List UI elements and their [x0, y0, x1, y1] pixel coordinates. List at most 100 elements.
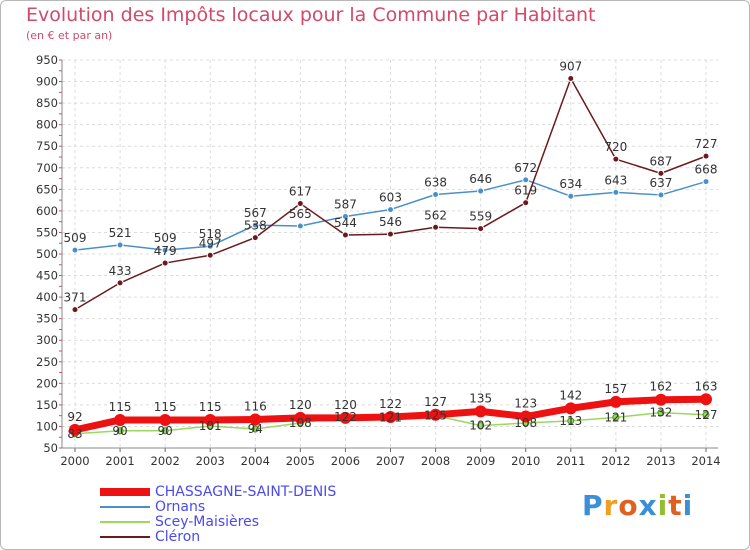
data-label-chassagne-saint-denis: 162 [649, 380, 672, 394]
x-tick-label: 2003 [196, 454, 225, 468]
data-label-ornans: 643 [604, 173, 627, 187]
legend-label-chassagne: CHASSAGNE-SAINT-DENIS [155, 484, 337, 500]
x-tick-label: 2009 [466, 454, 495, 468]
logo-letter: r [603, 489, 619, 522]
data-point-ornans [387, 206, 394, 214]
logo-letter: t [668, 489, 683, 522]
data-label-ornans: 565 [289, 207, 312, 221]
y-tick-label: 550 [36, 225, 58, 239]
x-tick-label: 2006 [331, 454, 360, 468]
data-point-ornans [206, 242, 214, 250]
y-tick-label: 200 [36, 376, 58, 390]
logo-letter: x [638, 489, 658, 522]
data-label-ornans: 603 [379, 191, 402, 205]
data-label-chassagne-saint-denis: 127 [424, 395, 447, 409]
data-label-chassagne-saint-denis: 120 [289, 398, 312, 412]
data-point-chassagne-saint-denis [429, 408, 442, 421]
data-point-chassagne-saint-denis [609, 395, 622, 408]
data-point-scey-maisieres [116, 427, 124, 435]
data-label-ornans: 518 [199, 227, 222, 241]
logo-letter: i [682, 489, 694, 522]
data-point-ornans [71, 246, 79, 254]
y-tick-label: 500 [36, 247, 58, 261]
data-label-cleron: 559 [469, 210, 492, 224]
data-label-cleron: 562 [424, 208, 447, 222]
data-point-ornans [432, 191, 440, 199]
data-point-ornans [296, 222, 304, 230]
data-label-scey-maisieres: 108 [289, 416, 312, 430]
data-point-cleron [702, 152, 710, 160]
x-tick-label: 2010 [511, 454, 540, 468]
data-label-chassagne-saint-denis: 120 [334, 398, 357, 412]
x-tick-label: 2008 [421, 454, 450, 468]
chart-title: Evolution des Impôts locaux pour la Comm… [26, 4, 596, 26]
data-point-scey-maisieres [161, 427, 169, 435]
data-label-cleron: 687 [649, 154, 672, 168]
y-tick-label: 650 [36, 182, 58, 196]
data-label-cleron: 907 [559, 60, 582, 74]
data-point-chassagne-saint-denis [69, 423, 81, 436]
y-tick-label: 600 [36, 204, 58, 218]
data-label-scey-maisieres: 83 [67, 427, 82, 441]
x-tick-label: 2014 [691, 454, 720, 468]
data-point-scey-maisieres [702, 411, 710, 419]
data-label-scey-maisieres: 108 [514, 416, 537, 430]
data-point-cleron [116, 279, 124, 287]
data-point-ornans [341, 212, 349, 220]
data-label-scey-maisieres: 125 [424, 409, 447, 423]
data-label-chassagne-saint-denis: 116 [244, 400, 267, 414]
data-point-ornans [477, 187, 485, 195]
y-tick-label: 450 [36, 269, 58, 283]
y-tick-label: 400 [36, 290, 58, 304]
data-label-cleron: 538 [244, 219, 267, 233]
data-point-cleron [251, 234, 259, 242]
data-label-chassagne-saint-denis: 123 [514, 397, 537, 411]
data-label-scey-maisieres: 101 [199, 419, 222, 433]
logo-letter: P [582, 489, 604, 522]
y-tick-label: 700 [36, 161, 58, 175]
data-label-cleron: 546 [379, 215, 402, 229]
data-point-ornans [612, 188, 620, 196]
data-point-cleron [341, 231, 349, 239]
data-label-ornans: 521 [109, 226, 132, 240]
data-label-ornans: 509 [154, 231, 177, 245]
data-point-ornans [657, 191, 665, 199]
data-label-cleron: 371 [64, 291, 87, 305]
data-label-ornans: 587 [334, 197, 357, 211]
data-label-ornans: 638 [424, 176, 447, 190]
data-label-chassagne-saint-denis: 163 [695, 379, 718, 393]
data-point-chassagne-saint-denis [159, 413, 172, 426]
data-point-cleron [206, 251, 214, 259]
data-label-scey-maisieres: 113 [559, 414, 582, 428]
data-label-chassagne-saint-denis: 157 [604, 382, 627, 396]
data-point-cleron [71, 306, 79, 314]
y-tick-label: 750 [36, 139, 58, 153]
data-label-cleron: 479 [154, 244, 177, 258]
data-point-ornans [702, 178, 710, 186]
y-tick-label: 850 [36, 96, 58, 110]
y-tick-label: 900 [36, 75, 58, 89]
data-point-ornans [522, 176, 530, 184]
data-point-cleron [296, 200, 304, 208]
data-point-scey-maisieres [251, 425, 259, 433]
data-point-ornans [116, 241, 124, 249]
proxiti-logo: Proxiti [582, 489, 693, 522]
chart-subtitle: (en € et par an) [26, 29, 113, 42]
data-point-ornans [567, 192, 575, 200]
data-point-chassagne-saint-denis [654, 393, 667, 406]
y-tick-label: 150 [36, 398, 58, 412]
x-tick-label: 2005 [286, 454, 315, 468]
data-label-chassagne-saint-denis: 92 [67, 410, 82, 424]
data-label-scey-maisieres: 127 [695, 408, 718, 422]
legend-label-ornans: Ornans [155, 499, 206, 515]
x-tick-label: 2007 [376, 454, 405, 468]
data-label-scey-maisieres: 122 [334, 410, 357, 424]
data-point-cleron [477, 225, 485, 233]
data-point-ornans [161, 246, 169, 254]
data-point-chassagne-saint-denis [519, 410, 532, 423]
data-label-scey-maisieres: 132 [649, 406, 672, 420]
y-tick-label: 250 [36, 355, 58, 369]
data-label-scey-maisieres: 121 [379, 410, 402, 424]
legend-label-cleron: Cléron [155, 529, 201, 545]
x-tick-label: 2012 [601, 454, 630, 468]
